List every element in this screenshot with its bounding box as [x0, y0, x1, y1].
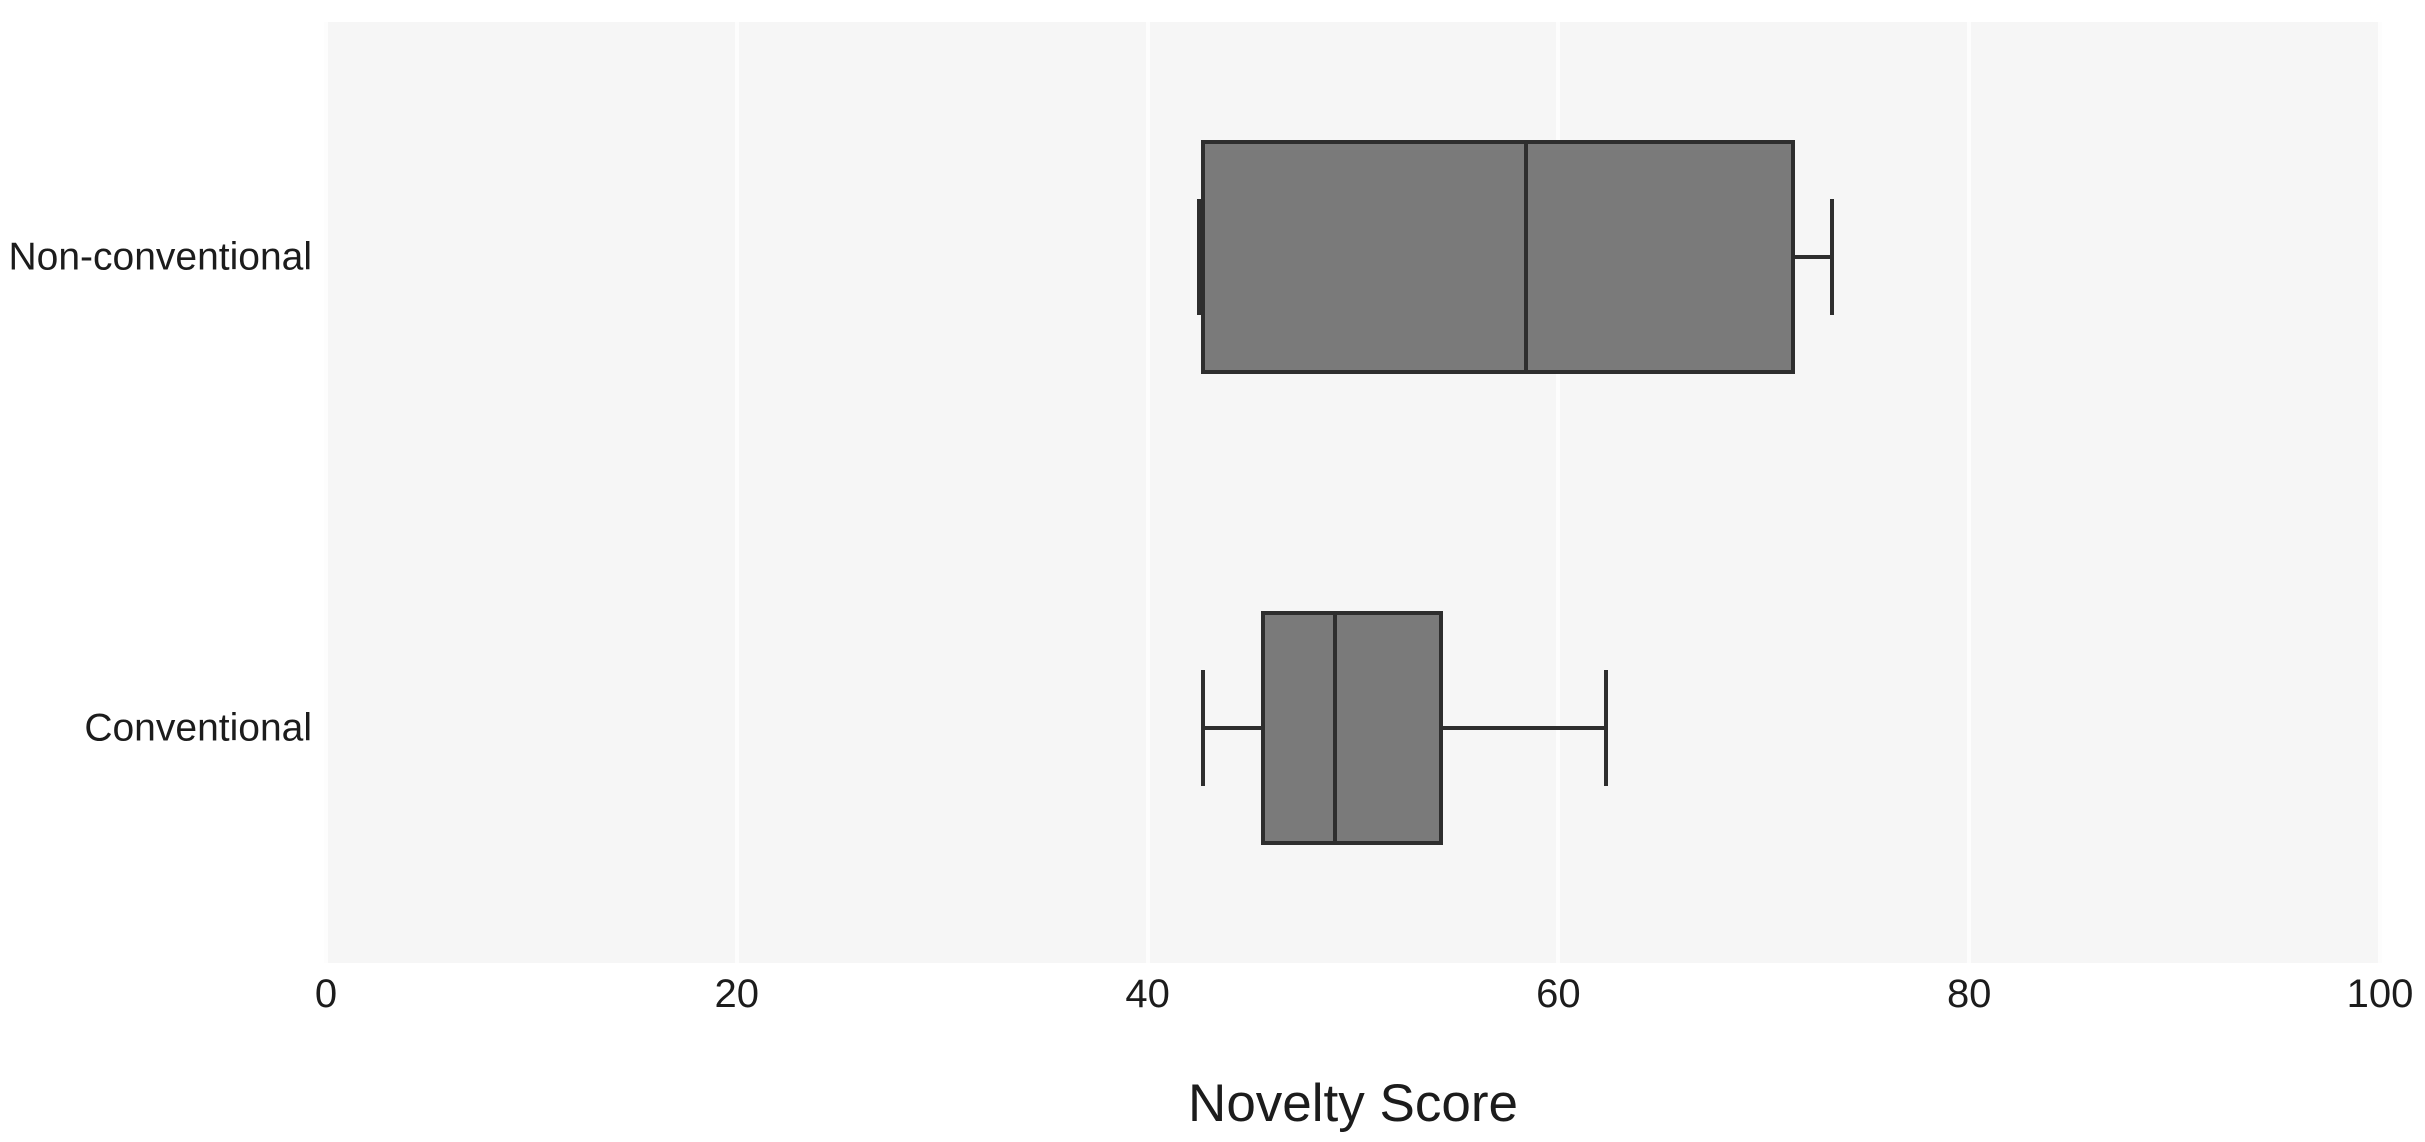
category-label-conventional: Conventional — [84, 706, 312, 750]
whisker-cap-low — [1196, 199, 1201, 316]
box-non-conventional — [1201, 140, 1795, 375]
whisker-cap-high — [1829, 199, 1834, 316]
whisker-line-high — [1794, 255, 1832, 260]
plot-area — [324, 22, 2382, 963]
gridline-x-0 — [324, 22, 328, 963]
whisker-cap-high — [1603, 669, 1608, 786]
x-tick-label-40: 40 — [1125, 972, 1170, 1016]
box-conventional — [1260, 610, 1444, 845]
x-tick-label-60: 60 — [1536, 972, 1581, 1016]
x-axis-title: Novelty Score — [1188, 1074, 1518, 1133]
gridline-x-40 — [1145, 22, 1150, 963]
gridline-x-60 — [1556, 22, 1561, 963]
median-line — [1523, 140, 1528, 375]
gridline-x-100 — [2378, 22, 2382, 963]
whisker-cap-low — [1201, 669, 1206, 786]
category-label-non-conventional: Non-conventional — [8, 235, 312, 279]
gridline-x-20 — [734, 22, 739, 963]
whisker-line-low — [1203, 725, 1261, 730]
x-tick-label-80: 80 — [1946, 972, 1992, 1016]
whisker-line-high — [1443, 725, 1606, 730]
x-tick-label-0: 0 — [314, 972, 338, 1016]
gridline-x-80 — [1967, 22, 1972, 963]
x-tick-label-20: 20 — [714, 972, 760, 1016]
median-line — [1332, 610, 1337, 845]
x-tick-label-100: 100 — [2346, 972, 2414, 1016]
